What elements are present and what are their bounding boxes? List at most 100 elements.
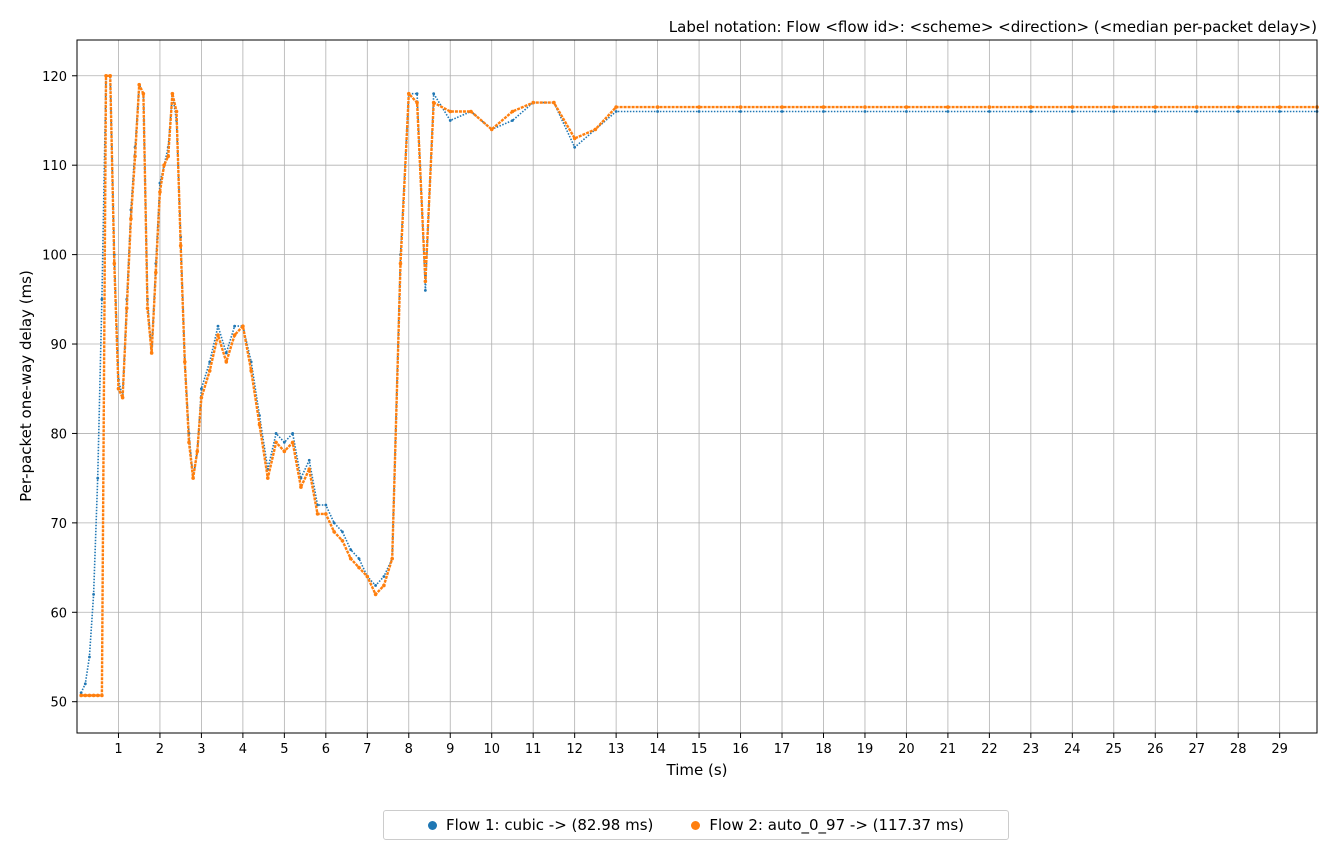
y-tick-label: 90 [50, 338, 67, 353]
data-point-flow-2 [133, 154, 137, 159]
y-tick-label: 70 [50, 517, 67, 532]
x-tick-label: 17 [774, 742, 791, 757]
legend-entry-flow-1: Flow 1: cubic -> (82.98 ms) [427, 816, 654, 834]
data-point-flow-2 [153, 270, 158, 275]
data-point-flow-2 [1277, 105, 1282, 109]
data-point-flow-1 [224, 351, 228, 355]
data-point-flow-2 [207, 369, 212, 373]
data-point-flow-2 [821, 105, 826, 109]
x-tick-label: 15 [691, 742, 708, 757]
data-point-flow-1 [863, 110, 867, 113]
data-point-flow-2 [324, 512, 328, 516]
data-point-flow-1 [341, 530, 344, 534]
data-point-flow-1 [92, 593, 95, 596]
x-tick-label: 29 [1271, 742, 1288, 757]
data-point-flow-2 [112, 261, 117, 266]
data-point-flow-2 [174, 109, 179, 114]
data-point-flow-2 [241, 324, 245, 328]
x-tick-label: 26 [1147, 742, 1164, 757]
data-point-flow-2 [104, 73, 108, 78]
data-point-flow-1 [614, 110, 618, 113]
y-tick-label: 120 [42, 70, 67, 85]
data-point-flow-1 [739, 110, 742, 113]
x-tick-label: 4 [239, 742, 247, 757]
data-point-flow-2 [531, 100, 535, 105]
y-tick-label: 110 [42, 159, 67, 174]
data-point-flow-2 [1029, 105, 1033, 109]
data-point-flow-2 [183, 360, 187, 364]
data-point-flow-2 [1194, 105, 1199, 109]
tick-layer: 1 2 3 4 5 6 7 8 9 10 11 12 13 14 15 16 17 18 19 20 21 22 23 24 2… [42, 70, 1288, 757]
data-point-flow-2 [290, 440, 295, 445]
data-point-flow-1 [332, 521, 336, 525]
data-point-flow-1 [946, 110, 950, 113]
x-tick-label: 2 [156, 742, 164, 757]
data-point-flow-2 [124, 306, 129, 311]
data-point-flow-2 [332, 530, 336, 534]
data-point-flow-2 [108, 73, 112, 78]
data-point-flow-1 [780, 110, 784, 113]
data-point-flow-2 [390, 556, 394, 561]
data-point-flow-2 [129, 217, 133, 221]
data-point-flow-2 [224, 360, 229, 364]
x-tick-label: 25 [1106, 742, 1123, 757]
data-point-flow-1 [282, 440, 286, 444]
data-point-flow-2 [216, 333, 220, 337]
legend-entry-flow-2: Flow 2: auto_0_97 -> (117.37 ms) [691, 816, 964, 834]
legend-label-flow-1: Flow 1: cubic -> (82.98 ms) [445, 816, 654, 834]
y-tick-label: 100 [42, 249, 67, 264]
data-point-flow-1 [324, 503, 328, 507]
data-point-flow-2 [1236, 105, 1241, 109]
data-point-flow-2 [100, 693, 104, 698]
data-point-flow-2 [158, 190, 162, 194]
x-tick-label: 20 [898, 742, 915, 757]
data-point-flow-2 [373, 592, 378, 597]
data-point-flow-2 [162, 163, 166, 167]
data-point-flow-1 [79, 691, 83, 695]
data-point-flow-1 [1070, 110, 1074, 113]
data-point-flow-1 [432, 92, 436, 96]
data-point-flow-1 [423, 288, 427, 292]
data-point-flow-1 [1029, 110, 1033, 113]
data-point-flow-1 [822, 110, 825, 113]
x-tick-label: 21 [940, 742, 957, 757]
data-point-flow-1 [697, 110, 701, 113]
data-point-flow-2 [83, 693, 88, 698]
data-point-flow-1 [448, 119, 452, 122]
data-point-flow-2 [79, 693, 83, 698]
data-point-flow-2 [195, 449, 200, 454]
data-point-flow-2 [1111, 105, 1116, 109]
data-point-flow-1 [1112, 110, 1116, 113]
data-point-flow-1 [307, 458, 311, 462]
data-point-flow-1 [905, 110, 908, 113]
data-point-flow-2 [510, 109, 515, 114]
data-point-flow-2 [95, 693, 100, 698]
legend: Flow 1: cubic -> (82.98 ms) Flow 2: auto… [383, 810, 1009, 840]
data-point-flow-1 [987, 110, 991, 113]
plot-frame [76, 39, 1318, 734]
data-point-flow-2 [357, 565, 361, 570]
x-tick-label: 16 [732, 742, 749, 757]
x-tick-label: 23 [1023, 742, 1040, 757]
data-point-flow-2 [249, 369, 253, 373]
data-point-flow-1 [415, 92, 419, 96]
data-point-flow-2 [187, 440, 191, 445]
x-tick-label: 3 [197, 742, 205, 757]
data-point-flow-2 [299, 485, 303, 489]
data-point-flow-2 [382, 583, 386, 588]
data-point-flow-1 [573, 145, 577, 149]
data-point-flow-2 [116, 386, 121, 391]
data-point-flow-2 [572, 136, 577, 141]
x-tick-label: 1 [114, 742, 122, 757]
data-point-flow-2 [448, 109, 453, 114]
data-point-flow-2 [191, 476, 195, 480]
data-point-flow-2 [145, 306, 150, 311]
data-point-flow-2 [987, 105, 992, 109]
data-point-flow-1 [1278, 110, 1282, 113]
x-tick-label: 8 [405, 742, 413, 757]
data-point-flow-1 [83, 682, 87, 686]
x-tick-label: 27 [1188, 742, 1205, 757]
legend-marker-flow-1 [427, 820, 437, 830]
